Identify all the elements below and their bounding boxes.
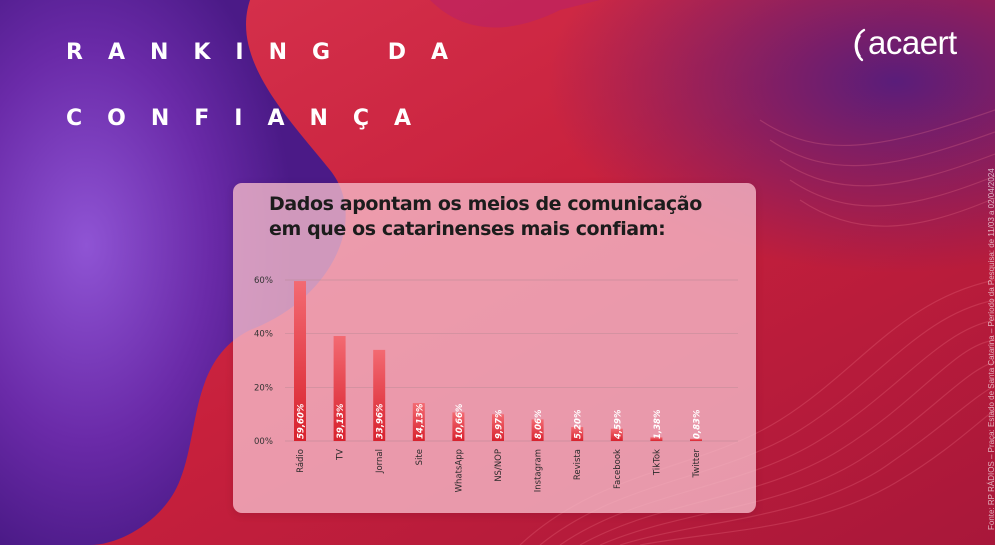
value-label: 10,66% xyxy=(455,403,465,439)
chart-card: Dados apontam os meios de comunicação em… xyxy=(233,183,756,513)
page-title-line-2: CONFIANÇA xyxy=(66,106,437,131)
chart-title-line-1: Dados apontam os meios de comunicação xyxy=(269,193,702,215)
bar xyxy=(412,403,425,441)
bar xyxy=(492,414,504,441)
x-tick-label: Twitter xyxy=(692,449,702,479)
value-label: 59,60% xyxy=(297,403,307,439)
value-label: 9,97% xyxy=(495,409,505,439)
page-title-line-1: RANKING DA xyxy=(66,40,474,65)
bar xyxy=(531,419,544,441)
value-label: 5,20% xyxy=(574,409,584,439)
y-tick-label: 00% xyxy=(254,437,273,447)
chart-title-line-2: em que os catarinenses mais confiam: xyxy=(269,218,666,240)
bar xyxy=(690,438,702,441)
x-tick-label: Revista xyxy=(573,449,583,480)
bar xyxy=(373,349,386,441)
value-label: 14,13% xyxy=(415,403,425,439)
x-tick-label: Jornal xyxy=(375,449,385,474)
bar xyxy=(650,437,663,441)
y-tick-label: 40% xyxy=(254,330,273,340)
bar xyxy=(452,412,465,441)
x-tick-label: TV xyxy=(336,449,346,461)
y-tick-label: 60% xyxy=(254,276,273,286)
value-label: 1,38% xyxy=(653,409,663,439)
x-tick-label: Site xyxy=(415,449,425,465)
x-tick-label: Instagram xyxy=(534,449,544,492)
bar xyxy=(333,336,346,441)
value-label: 39,13% xyxy=(336,403,346,439)
value-label: 4,59% xyxy=(613,409,623,440)
value-label: 8,06% xyxy=(534,409,544,439)
value-label: 33,96% xyxy=(376,403,386,439)
bar xyxy=(610,428,623,441)
value-label: 0,83% xyxy=(693,409,703,439)
source-note: Fonte: RP RÁDIOS – Praça: Estado de Sant… xyxy=(987,168,995,530)
x-tick-label: TikTok xyxy=(652,449,662,476)
bar xyxy=(294,281,306,441)
chart-title: Dados apontam os meios de comunicação em… xyxy=(269,192,739,242)
y-tick-label: 20% xyxy=(254,383,273,393)
acaert-logo-text: acaert xyxy=(868,24,957,61)
bar-chart: 00% 20% 40% 60% 59,60% 39,13% 33,96% 14,13% 10,… xyxy=(254,276,738,492)
x-tick-label: Facebook xyxy=(613,449,623,489)
x-tick-label: WhatsApp xyxy=(454,449,464,492)
x-tick-label: NS/NOP xyxy=(494,449,504,482)
acaert-logo-mark xyxy=(854,28,866,62)
bar xyxy=(571,427,584,441)
x-tick-label: Rádio xyxy=(296,449,306,473)
